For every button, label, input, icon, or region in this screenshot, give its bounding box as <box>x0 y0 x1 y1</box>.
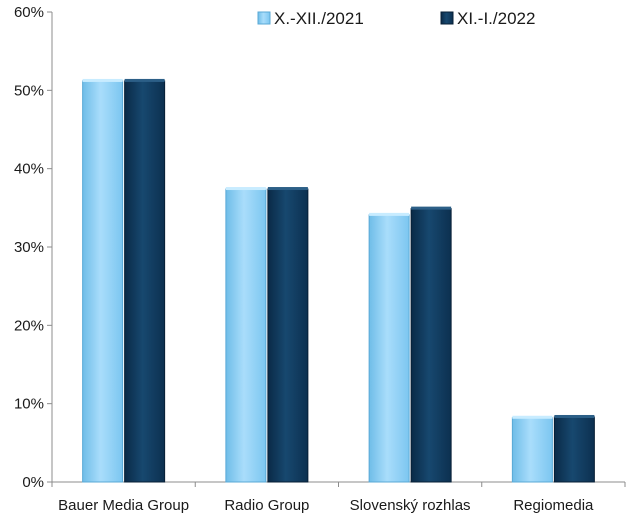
bar-top-face <box>267 187 308 191</box>
bar-top-face <box>369 212 410 216</box>
legend-label: X.-XII./2021 <box>274 9 364 28</box>
bar-top-face <box>512 415 553 419</box>
bar-x-xii-2021-1 <box>225 188 267 483</box>
y-tick-label: 0% <box>22 474 44 491</box>
legend-swatch <box>257 11 271 25</box>
bar-xi-i-2022-0 <box>124 80 166 483</box>
y-tick-label: 30% <box>14 239 44 256</box>
category-label: Radio Group <box>224 497 309 514</box>
bar-top-face <box>554 414 595 418</box>
bar-xi-i-2022-2 <box>410 208 452 483</box>
bar-x-xii-2021-0 <box>82 80 124 483</box>
legend-swatch <box>440 11 454 25</box>
bars <box>82 78 595 483</box>
y-tick-label: 50% <box>14 82 44 99</box>
y-tick-label: 60% <box>14 4 44 21</box>
bar-x-xii-2021-2 <box>368 214 410 483</box>
y-tick-label: 20% <box>14 317 44 334</box>
bar-x-xii-2021-3 <box>511 417 553 483</box>
bar-xi-i-2022-3 <box>553 416 595 483</box>
category-label: Slovenský rozhlas <box>350 497 471 514</box>
legend-label: XI.-I./2022 <box>457 9 535 28</box>
y-ticks: 0% 10% 20% 30% 40% 50% 60% <box>14 4 52 491</box>
category-label: Regiomedia <box>513 497 594 514</box>
bar-top-face <box>124 78 165 82</box>
x-ticks <box>51 482 626 487</box>
category-labels: Bauer Media Group Radio Group Slovenský ro… <box>58 497 594 514</box>
bar-top-face <box>82 78 123 82</box>
bar-top-face <box>225 187 266 191</box>
y-tick-label: 10% <box>14 396 44 413</box>
category-label: Bauer Media Group <box>58 497 189 514</box>
bar-xi-i-2022-1 <box>267 188 309 483</box>
y-tick-label: 40% <box>14 161 44 178</box>
legend: X.-XII./2021 XI.-I./2022 <box>257 9 535 28</box>
bar-top-face <box>411 206 452 210</box>
